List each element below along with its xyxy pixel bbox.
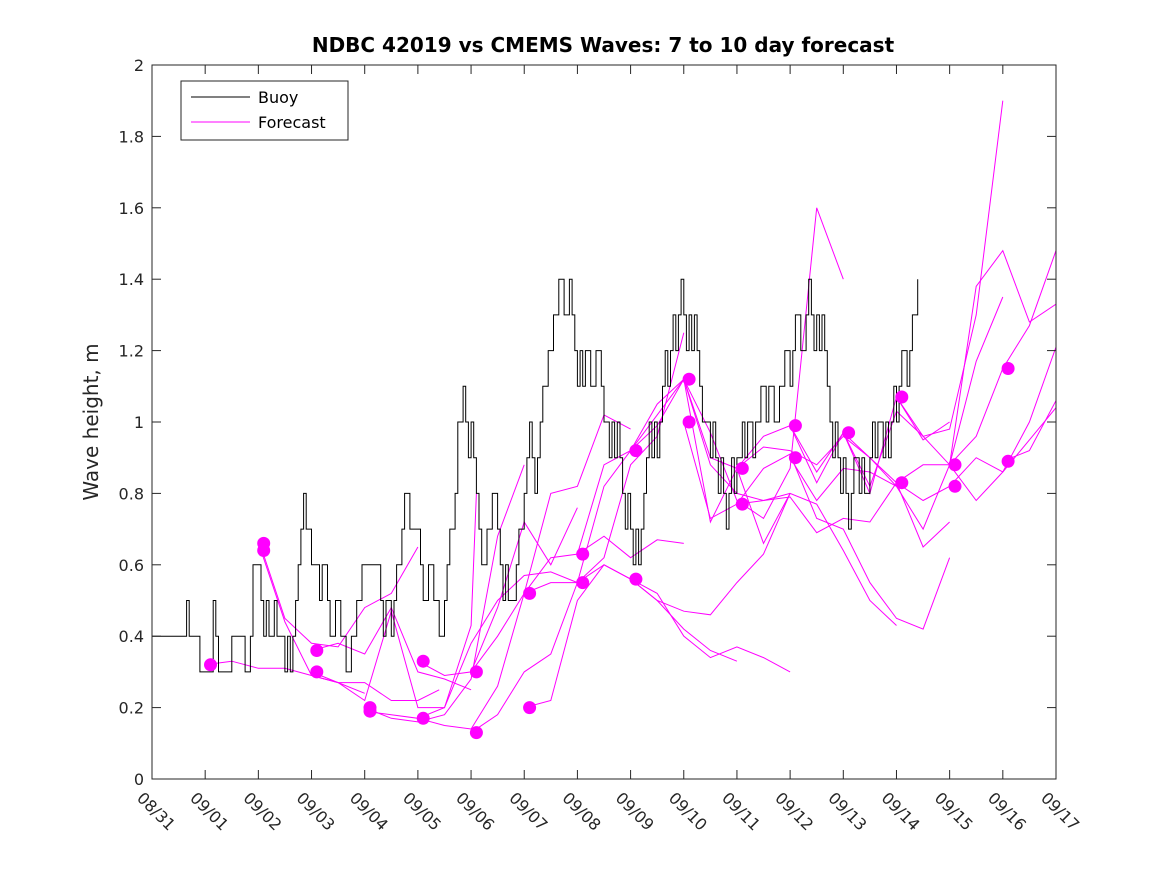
buoy-line xyxy=(152,278,919,673)
forecast-marker xyxy=(948,479,962,493)
forecast-line-19 xyxy=(683,421,950,548)
forecast-marker xyxy=(682,415,696,429)
forecast-line-2 xyxy=(260,546,419,648)
forecast-line-18 xyxy=(683,379,897,487)
forecast-line-13 xyxy=(524,564,791,709)
y-tick-label: 1.8 xyxy=(119,127,144,146)
legend-buoy-label: Buoy xyxy=(258,88,298,107)
forecast-marker xyxy=(310,665,324,679)
forecast-line-8 xyxy=(417,507,578,677)
forecast-marker xyxy=(310,644,324,657)
legend-forecast-label: Forecast xyxy=(258,113,326,132)
forecast-line-3 xyxy=(260,550,440,701)
chart-title: NDBC 42019 vs CMEMS Waves: 7 to 10 day f… xyxy=(312,33,895,57)
forecast-line-26 xyxy=(896,346,1056,502)
y-tick-label: 1.6 xyxy=(119,199,144,218)
plot-area xyxy=(152,100,1056,740)
y-tick-label: 0.2 xyxy=(119,699,144,718)
forecast-marker xyxy=(416,711,430,725)
forecast-line-6 xyxy=(364,464,525,723)
forecast-marker xyxy=(523,586,537,600)
forecast-marker xyxy=(416,654,430,668)
forecast-marker xyxy=(257,544,271,557)
forecast-line-17 xyxy=(630,492,897,626)
y-tick-label: 2 xyxy=(134,56,144,75)
forecast-marker xyxy=(735,497,749,511)
y-tick-label: 1.2 xyxy=(119,342,144,361)
forecast-line-21 xyxy=(736,453,951,630)
forecast-marker xyxy=(895,476,909,490)
forecast-marker xyxy=(895,390,909,404)
forecast-marker xyxy=(788,419,802,433)
forecast-marker xyxy=(735,461,749,475)
y-axis-label: Wave height, m xyxy=(79,343,103,500)
y-tick-label: 1.4 xyxy=(119,270,144,289)
y-tick-label: 0.6 xyxy=(119,556,144,575)
forecast-marker xyxy=(842,426,856,440)
y-tick-label: 1 xyxy=(134,413,144,432)
forecast-marker xyxy=(1001,454,1015,468)
forecast-line-5 xyxy=(311,493,477,709)
forecast-line-27 xyxy=(949,407,1056,502)
forecast-marker xyxy=(363,704,377,718)
forecast-marker xyxy=(788,451,802,465)
y-tick-label: 0 xyxy=(134,770,144,789)
forecast-marker xyxy=(469,665,483,679)
forecast-marker xyxy=(948,458,962,472)
forecast-marker xyxy=(469,726,483,740)
y-tick-label: 0.4 xyxy=(119,627,144,646)
forecast-line-25 xyxy=(896,250,1056,466)
forecast-line-7 xyxy=(364,571,578,719)
forecast-marker xyxy=(523,701,537,715)
forecast-marker xyxy=(576,547,590,561)
forecast-marker xyxy=(1001,362,1015,375)
y-tick-label: 0.8 xyxy=(119,484,144,503)
forecast-marker xyxy=(204,658,217,672)
forecast-marker xyxy=(629,572,643,586)
forecast-marker xyxy=(576,576,590,590)
forecast-marker xyxy=(629,444,643,458)
plot-series-group xyxy=(152,100,1056,740)
forecast-marker xyxy=(682,372,696,386)
legend-box xyxy=(180,80,349,141)
legend: Buoy Forecast xyxy=(180,80,349,141)
